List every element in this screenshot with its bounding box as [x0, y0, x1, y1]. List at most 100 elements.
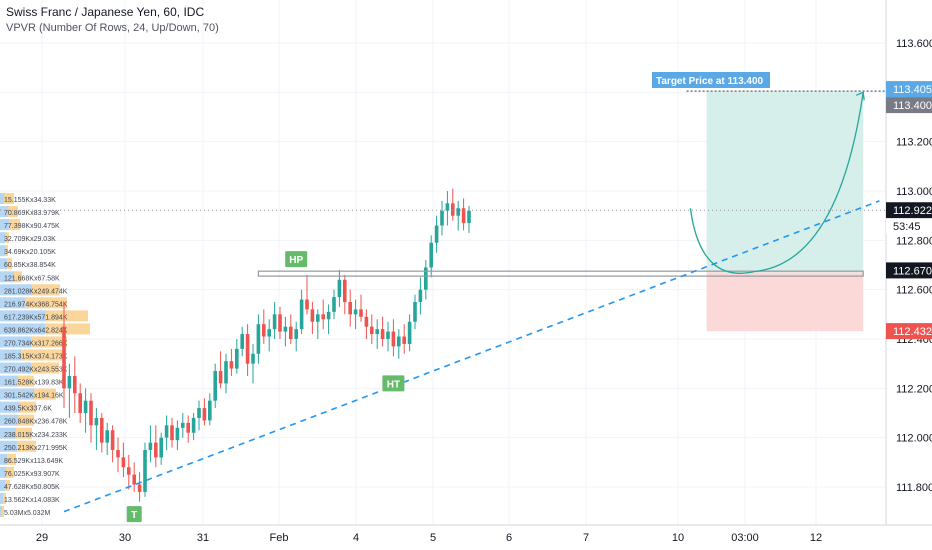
- vpvr-down-bar: [5, 479, 10, 491]
- candle: [229, 348, 234, 376]
- vpvr-down-bar: [7, 258, 12, 270]
- vpvr-down-bar: [8, 206, 18, 218]
- vpvr-up-bar: [0, 193, 4, 205]
- candle-body: [332, 297, 336, 312]
- t-label-box: [126, 506, 142, 523]
- candle: [143, 442, 147, 497]
- candle-body: [154, 442, 158, 458]
- vpvr-down-bar: [21, 349, 63, 361]
- candle-body: [424, 267, 428, 290]
- candle: [353, 299, 358, 330]
- vpvr-up-bar: [0, 362, 31, 374]
- price-tick-label: 111.800: [896, 482, 932, 494]
- time-tick-label: 10: [672, 532, 684, 544]
- candle-body: [348, 302, 352, 315]
- vpvr-row-label: 86.529Kx113.649K: [4, 458, 63, 465]
- candle-body: [159, 437, 163, 458]
- target-price-tag: 113.400: [886, 97, 932, 114]
- candle-body: [397, 336, 401, 347]
- stop-loss-zone: [706, 272, 864, 332]
- entry-price-tag: 112.670: [886, 262, 932, 279]
- vpvr-row: 250.213Kx271.995K: [0, 440, 68, 452]
- candle: [121, 442, 126, 478]
- indicator-title[interactable]: VPVR (Number Of Rows, 24, Up/Down, 70): [6, 22, 219, 34]
- candle: [402, 324, 406, 354]
- vpvr-down-bar: [45, 323, 90, 335]
- time-tick-label: 12: [810, 532, 822, 544]
- candle: [451, 188, 455, 221]
- candle: [240, 326, 244, 357]
- candle-body: [299, 299, 304, 330]
- candle: [391, 319, 396, 357]
- candle-body: [137, 484, 142, 492]
- countdown-tag-box: [886, 218, 932, 235]
- price-tick-label: 113.600: [896, 38, 932, 50]
- time-tick-label: 29: [36, 532, 48, 544]
- time-tick-label: 31: [197, 532, 209, 544]
- ht-label-box: [382, 375, 405, 392]
- vpvr-down-bar: [46, 310, 88, 322]
- candle-body: [353, 309, 358, 315]
- candle-body: [359, 309, 363, 317]
- candle: [78, 383, 82, 423]
- candle-body: [456, 208, 460, 216]
- projection-curve: [689, 92, 864, 274]
- candle-body: [175, 427, 180, 441]
- vpvr-row: 13.562Kx14.083K: [0, 492, 60, 504]
- candle: [197, 400, 201, 431]
- vpvr-up-bar: [0, 258, 7, 270]
- vpvr-row-label: 70.869Kx83.979K: [4, 210, 60, 217]
- candle-body: [181, 422, 185, 428]
- candle-body: [418, 289, 423, 302]
- candle-body: [132, 474, 136, 485]
- hp-label-box: [285, 251, 308, 268]
- vpvr-row: 439.5Kx337.6K: [0, 401, 52, 413]
- vpvr-row-label: 34.69Kx20.105K: [4, 249, 56, 256]
- candle-body: [305, 299, 309, 310]
- vpvr-down-bar: [34, 388, 56, 400]
- candle: [89, 393, 93, 443]
- candle: [456, 200, 460, 231]
- candle: [332, 289, 336, 320]
- candle-body: [429, 242, 433, 268]
- time-tick-label: 30: [119, 532, 131, 544]
- vpvr-row: 270.492Kx243.553K: [0, 362, 68, 374]
- profit-zone: [706, 91, 864, 273]
- candle: [445, 191, 450, 226]
- symbol-title[interactable]: Swiss Franc / Japanese Yen, 60, IDC: [6, 5, 205, 19]
- vpvr-down-bar: [5, 245, 8, 257]
- vpvr-up-bar: [0, 297, 25, 309]
- vpvr-row: 32.709Kx29.03K: [0, 232, 56, 243]
- candle-body: [191, 417, 196, 433]
- vpvr-row: 15.155Kx34.33K: [0, 193, 56, 205]
- vpvr-down-bar: [32, 284, 60, 296]
- vpvr-row: 238.015Kx234.233K: [0, 427, 68, 439]
- vpvr-row-label: 281.028Kx249.474K: [4, 288, 68, 295]
- vpvr-up-bar: [0, 453, 7, 465]
- target-price-tag-box: [886, 97, 932, 114]
- candle: [202, 398, 207, 426]
- candle-body: [121, 457, 126, 468]
- candle-body: [218, 371, 223, 384]
- hp-label-text: HP: [289, 255, 303, 266]
- time-axis[interactable]: 29 30 31 Feb 4 5 6 7 10 03:00 12: [36, 532, 822, 544]
- price-axis[interactable]: 113.600 113.400 113.200 113.000 112.800 112.6…: [886, 38, 932, 494]
- candle-body: [202, 408, 207, 421]
- time-tick-label: 6: [506, 532, 512, 544]
- candle: [294, 321, 298, 352]
- chart-legend: Swiss Franc / Japanese Yen, 60, IDC VPVR…: [6, 4, 219, 36]
- candle-body: [213, 371, 217, 401]
- candle-body: [235, 348, 239, 369]
- candle-body: [245, 334, 250, 364]
- vpvr-up-bar: [0, 310, 46, 322]
- candle-body: [197, 408, 201, 418]
- candle-body: [375, 329, 379, 335]
- vpvr-down-bar: [16, 427, 32, 439]
- vpvr-row-label: 121.668Kx67.58K: [4, 275, 60, 282]
- vpvr-down-bar: [20, 401, 36, 413]
- vpvr-row-label: 238.015Kx234.233K: [4, 432, 68, 439]
- candle-body: [413, 302, 417, 322]
- hp-level-box: [257, 270, 864, 277]
- candle: [434, 215, 439, 253]
